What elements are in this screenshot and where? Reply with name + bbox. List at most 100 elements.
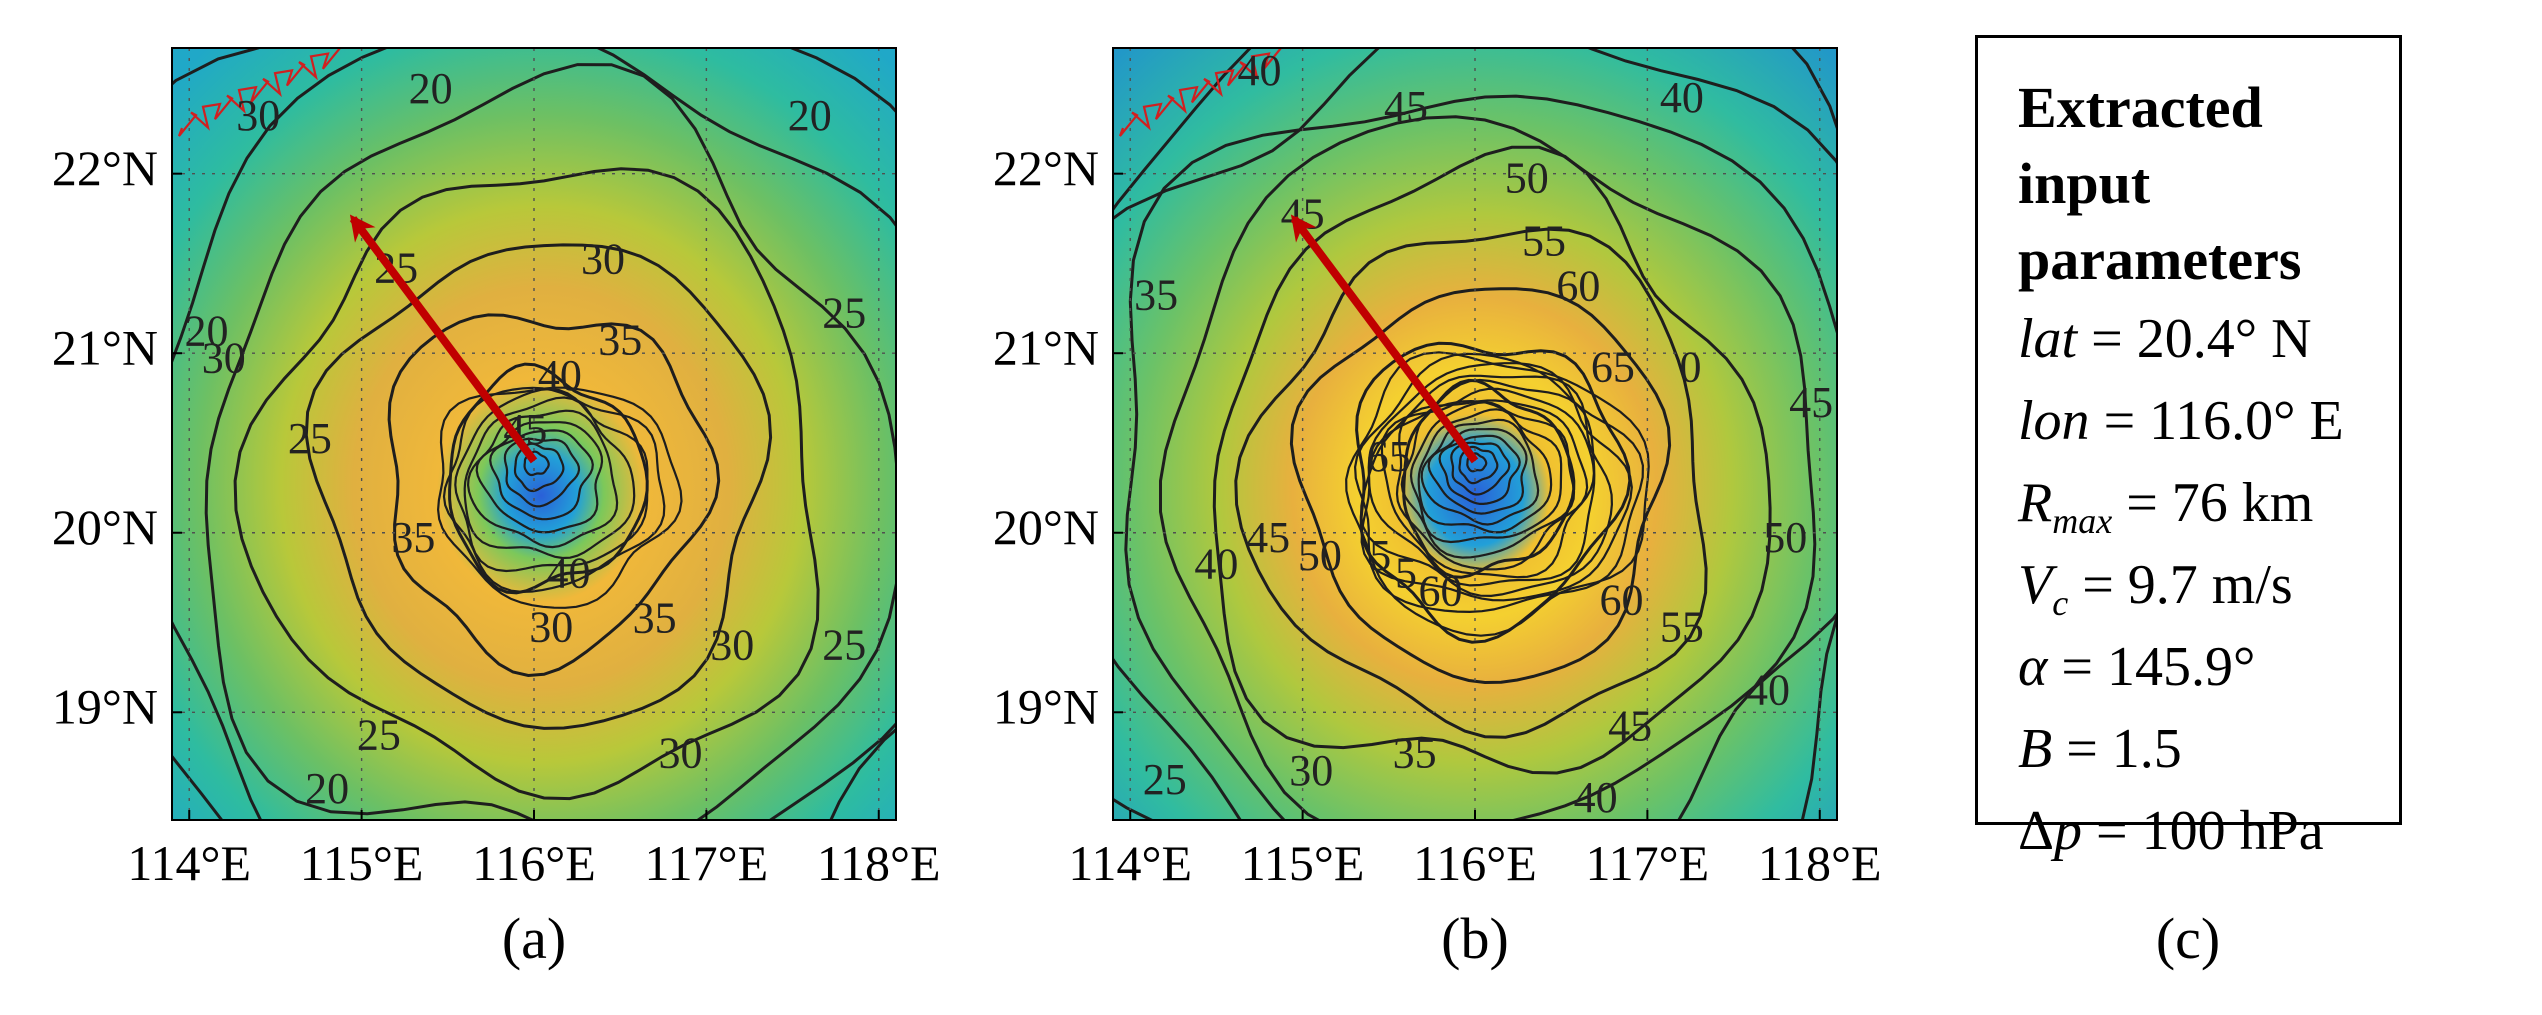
param-alpha-value: = 145.9° [2047,636,2256,698]
y-tick-label: 22°N [52,140,158,196]
param-b: B = 1.5 [2018,708,2399,790]
contour-label: 45 [1384,82,1428,131]
y-tick-label: 19°N [993,679,1099,735]
caption-c: (c) [2155,906,2221,971]
contour-label: 50 [1505,154,1549,203]
y-tick-label: 20°N [52,499,158,555]
param-alpha-symbol: α [2018,636,2048,698]
param-lat-symbol: lat [2018,308,2078,370]
x-tick-label: 115°E [1241,835,1365,891]
eye-contour-line [1395,399,1589,571]
panel-b-y-ticks: 19°N 20°N 21°N 22°N [993,140,1123,735]
contour-line [1234,227,1708,739]
panel-b-field [1113,48,1837,820]
contour-label: 40 [546,549,590,598]
contour-label: 50 [1763,513,1807,562]
contour-label: 65 [1367,432,1411,481]
eye-contour-line [1400,399,1576,559]
parameters-box: Extracted input parameters lat = 20.4° N… [1975,35,2402,862]
contour-label: 60 [1556,261,1600,310]
contour-label: 30 [236,91,280,140]
contour-label: 30 [710,621,754,670]
eye-contour-line [1420,418,1540,526]
x-tick-label: 118°E [1758,835,1882,891]
parameters-heading-line-1: Extracted input [2018,75,2263,216]
x-tick-label: 117°E [645,835,769,891]
eye-contour-line [1359,374,1614,598]
contour-label: 30 [659,728,703,777]
contour-label: 25 [1143,755,1187,804]
contour-label: 35 [598,315,642,364]
contour-label: 65 [1591,342,1635,391]
panel-a-y-ticks: 19°N 20°N 21°N 22°N [52,140,182,735]
panel-a-x-ticks: 114°E 115°E 116°E 117°E 118°E [127,810,941,891]
eye-contour-line [489,429,594,521]
coastline [1118,48,1282,137]
contour-label: 60 [1419,567,1463,616]
contour-line [1159,115,1817,820]
eye-contour-line [1458,445,1499,485]
eye-contour-line [1380,387,1596,579]
panel-a-grid [172,48,896,820]
contour-line [1124,94,1837,820]
contour-line [448,362,649,595]
eye-contour-line [436,386,683,609]
eye-contour-line [1450,441,1511,496]
eye-contour-line [513,442,565,493]
param-dp: Δp = 100 hPa [2018,790,2399,872]
param-lat-value: = 20.4° N [2077,308,2312,370]
contour-line [304,243,773,730]
panel-a-contours [172,48,896,820]
contour-label: 0 [1679,342,1701,391]
contour-label: 25 [288,414,332,463]
contour-line [1113,48,1837,820]
param-dp-value: = 100 hPa [2082,800,2324,862]
contour-line [387,313,721,678]
param-dp-symbol: p [2054,800,2083,862]
contour-label: 60 [1600,576,1644,625]
contour-label: 50 [1298,531,1342,580]
contour-line [172,48,896,820]
contour-label: 40 [1746,665,1790,714]
contour-label: 35 [1134,270,1178,319]
contour-label: 45 [1246,513,1290,562]
panel-b-grid [1113,48,1837,820]
caption-a: (a) [501,906,567,971]
panel-b-x-ticks: 114°E 115°E 116°E 117°E 118°E [1068,810,1882,891]
contour-label: 30 [529,603,573,652]
x-tick-label: 115°E [300,835,424,891]
contour-label: 55 [1522,217,1566,266]
panel-b-contours [1113,48,1837,820]
eye-contour-line [1466,452,1488,473]
contour-label: 45 [1608,701,1652,750]
contour-label: 20 [184,306,228,355]
y-tick-label: 22°N [993,140,1099,196]
param-b-symbol: B [2018,718,2053,780]
eye-contour-line [1438,434,1521,505]
y-tick-label: 21°N [993,320,1099,376]
contour-label: 25 [822,621,866,670]
x-tick-label: 114°E [1068,835,1192,891]
param-rmax-symbol: R [2018,472,2053,534]
contour-label: 40 [1574,773,1618,822]
eye-contour-line [1409,401,1563,544]
param-lon-value: = 116.0° E [2089,390,2344,452]
contour-label: 20 [305,764,349,813]
contour-label: 20 [409,64,453,113]
contour-label: 30 [1289,746,1333,795]
contour-label: 30 [202,333,246,382]
contour-label: 20 [788,91,832,140]
x-tick-label: 114°E [127,835,251,891]
param-alpha: α = 145.9° [2018,626,2399,708]
contour-label: 55 [1660,603,1704,652]
param-lon-symbol: lon [2018,390,2090,452]
panel-a-coastline [177,48,341,137]
contour-label: 5 [1369,531,1391,580]
param-rmax: Rmax = 76 km [2018,462,2399,544]
contour-label: 40 [1238,46,1282,95]
coastline [177,48,341,137]
